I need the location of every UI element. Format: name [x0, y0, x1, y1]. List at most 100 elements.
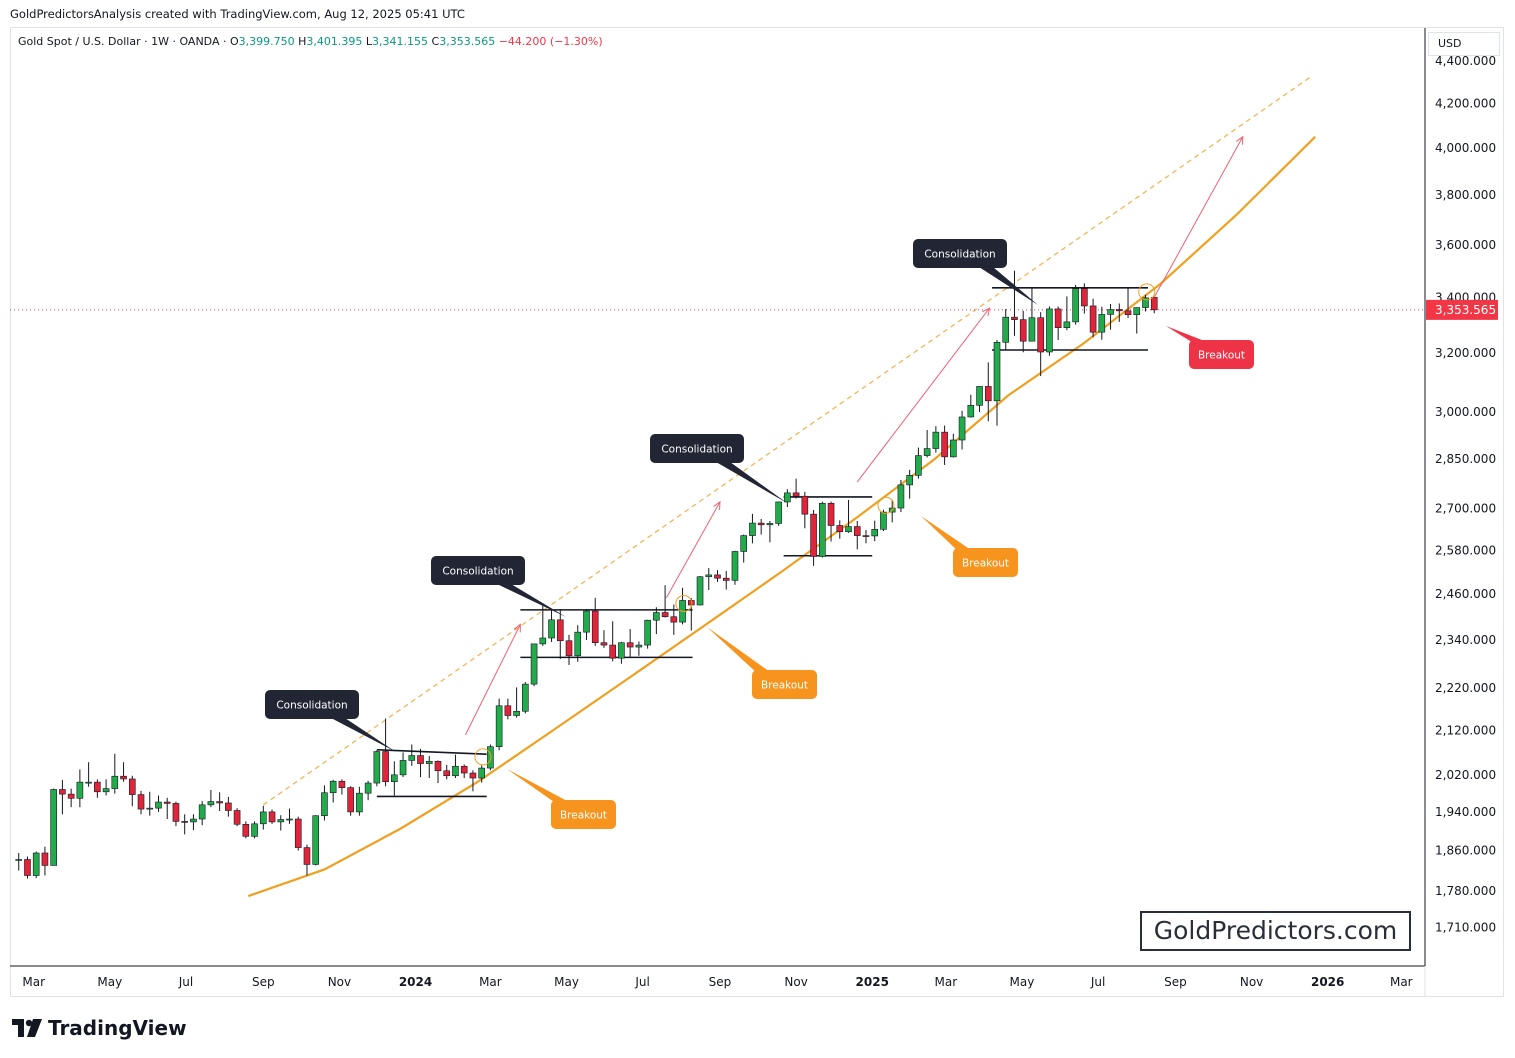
candle-up [260, 811, 267, 825]
market-status-icon: · [222, 35, 227, 48]
candle-down [59, 789, 66, 795]
candle-up [102, 788, 110, 793]
close-value: 3,353.565 [439, 35, 496, 48]
support-curve [247, 136, 1316, 898]
y-tick-label: 2,020.000 [1435, 768, 1496, 782]
candle-up [373, 751, 381, 784]
y-tick-label: 1,710.000 [1435, 921, 1496, 935]
x-tick-label: Mar [1390, 975, 1413, 989]
breakout-circle [1138, 283, 1156, 301]
breakout-label: Breakout [560, 810, 607, 822]
y-tick-label: 2,220.000 [1435, 681, 1496, 695]
candle-down [1089, 305, 1097, 333]
symbol-name: Gold Spot / U.S. Dollar · 1W · OANDA [18, 35, 220, 48]
open-value: 3,399.750 [238, 35, 295, 48]
candle-down [294, 818, 302, 848]
x-tick-label: Sep [1164, 975, 1187, 989]
breakout-callout [1189, 340, 1254, 369]
y-tick-label: 2,580.000 [1435, 543, 1496, 557]
tradingview-logo[interactable]: TradingView [12, 1016, 187, 1040]
candle-down [1115, 309, 1123, 312]
candle-up [1072, 288, 1079, 323]
x-tick-label: 2025 [856, 975, 889, 989]
candle-down [1150, 297, 1158, 311]
candle-down [836, 525, 844, 533]
candle-up [198, 804, 206, 820]
last-price-tag [1426, 299, 1498, 320]
candle-up [356, 792, 363, 813]
consolidation-label: Consolidation [276, 700, 347, 712]
candle-down [469, 772, 477, 779]
candle-down [1037, 317, 1044, 353]
projection-arrow [856, 307, 990, 483]
consolidation-pointer [979, 267, 1038, 305]
projection-arrow [1153, 136, 1244, 298]
candle-down [460, 765, 468, 774]
low-value: 3,341.155 [372, 35, 429, 48]
candle-down [661, 612, 669, 618]
candle-down [591, 610, 599, 644]
range-top-line [376, 748, 487, 755]
y-tick-label: 3,000.000 [1435, 405, 1496, 419]
candle-up [871, 529, 879, 537]
currency-selector[interactable]: USD [1428, 32, 1500, 56]
x-tick-label: Mar [479, 975, 502, 989]
candle-down [443, 770, 451, 777]
candle-down [556, 619, 564, 642]
candle-up [880, 511, 887, 530]
x-tick-label: Mar [22, 975, 45, 989]
candle-up [32, 852, 40, 876]
candle-down [268, 811, 276, 823]
candle-up [766, 523, 774, 526]
candle-up [993, 342, 1001, 402]
consolidation-callout [913, 239, 1007, 268]
breakout-circle [675, 594, 693, 612]
candle-down [417, 755, 424, 764]
candle-down [1054, 308, 1062, 329]
candle-up [522, 683, 529, 712]
x-tick-label: Mar [935, 975, 958, 989]
candle-up [146, 807, 154, 810]
candle-up [906, 475, 913, 486]
candle-down [347, 787, 354, 813]
close-label: C [431, 35, 440, 48]
candle-down [504, 705, 512, 716]
candle-down [94, 781, 101, 793]
candle-down [382, 751, 389, 782]
candle-up [478, 767, 485, 779]
candle-up [321, 792, 328, 817]
candle-down [128, 778, 136, 795]
candle-up [775, 501, 782, 524]
y-tick-label: 2,700.000 [1435, 502, 1496, 516]
arrow-head-icon [1236, 135, 1244, 145]
breakout-pointer [921, 516, 971, 552]
y-tick-label: 1,940.000 [1435, 805, 1496, 819]
candle-up [923, 448, 931, 456]
candle-down [1081, 288, 1088, 307]
candle-down [810, 513, 817, 557]
candle-up [251, 823, 258, 837]
x-tick-label: 2026 [1311, 975, 1344, 989]
projection-arrow [665, 501, 721, 599]
tradingview-logo-text: TradingView [48, 1016, 187, 1040]
candle-down [862, 535, 870, 537]
x-tick-label: Jul [178, 975, 193, 989]
candle-up [364, 782, 372, 794]
open-label: O [229, 35, 239, 48]
candle-up [530, 643, 538, 685]
breakout-label: Breakout [1198, 350, 1245, 362]
x-tick-label: May [554, 975, 579, 989]
candle-up [399, 760, 407, 776]
candle-down [67, 793, 75, 799]
y-tick-label: 4,400.000 [1435, 54, 1496, 68]
candle-up [845, 526, 852, 533]
x-tick-label: Nov [784, 975, 807, 989]
breakout-label: Breakout [761, 680, 808, 692]
candle-up [286, 818, 293, 821]
candle-up [958, 416, 966, 441]
y-tick-label: 2,120.000 [1435, 724, 1496, 738]
consolidation-pointer [497, 584, 566, 617]
candle-up [111, 775, 119, 789]
consolidation-label: Consolidation [661, 444, 732, 456]
